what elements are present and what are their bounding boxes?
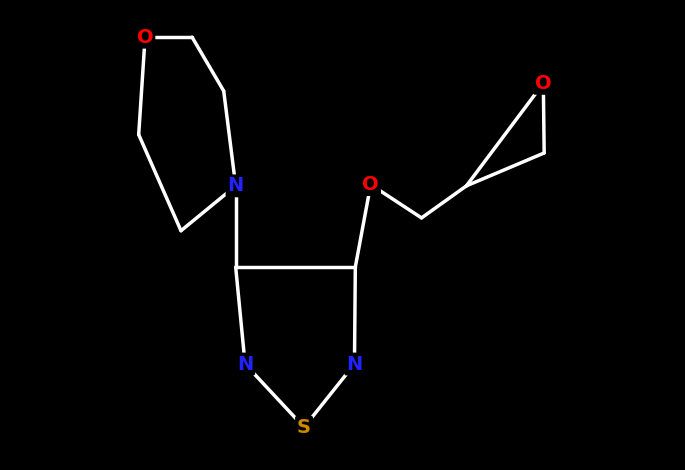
Text: S: S bbox=[297, 418, 311, 437]
Text: N: N bbox=[347, 354, 362, 374]
Text: O: O bbox=[535, 74, 551, 93]
Text: O: O bbox=[137, 28, 153, 47]
Text: N: N bbox=[237, 354, 253, 374]
Text: O: O bbox=[362, 175, 379, 194]
Text: N: N bbox=[227, 176, 244, 196]
